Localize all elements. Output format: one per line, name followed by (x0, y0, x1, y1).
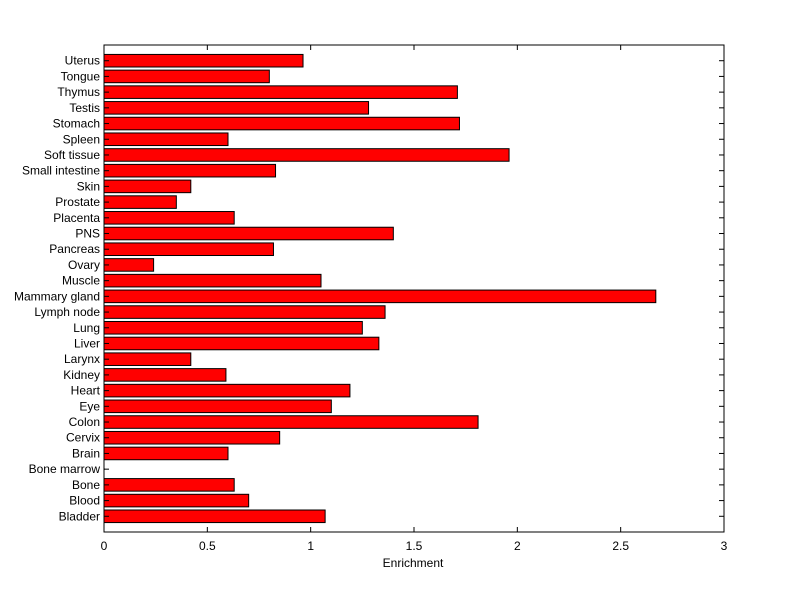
y-tick-label: PNS (75, 227, 100, 241)
bar-bone (103, 478, 235, 492)
y-tick-label: Larynx (64, 352, 100, 366)
bar-spleen (103, 132, 229, 147)
bar-uterus (103, 53, 304, 68)
bar-heart (103, 383, 351, 398)
bar-mammary-gland (103, 289, 657, 304)
bar-brain (103, 446, 229, 461)
bar-lymph-node (103, 305, 386, 319)
bar-eye (103, 399, 332, 414)
y-tick-label: Soft tissue (44, 148, 100, 162)
bar-blood (103, 493, 250, 508)
x-axis-label: Enrichment (383, 556, 444, 570)
y-tick-label: Thymus (57, 85, 100, 99)
y-tick-label: Bone marrow (29, 462, 101, 476)
x-tick-label: 0 (101, 539, 108, 553)
bar-ovary (103, 258, 155, 272)
x-tick-label: 1.5 (406, 539, 423, 553)
y-tick-label: Mammary gland (14, 289, 100, 303)
y-tick-label: Skin (77, 179, 100, 193)
y-tick-label: Bone (72, 478, 100, 492)
y-tick-label: Colon (69, 415, 100, 429)
y-tick-label: Muscle (62, 274, 100, 288)
y-tick-label: Pancreas (49, 242, 100, 256)
y-tick-label: Bladder (59, 509, 100, 523)
bar-pancreas (103, 242, 274, 257)
y-tick-label: Liver (74, 336, 100, 350)
x-tick-label: 3 (721, 539, 728, 553)
bar-cervix (103, 430, 281, 445)
bar-larynx (103, 352, 192, 366)
y-tick-label: Testis (69, 101, 100, 115)
bar-skin (103, 179, 192, 194)
x-tick-label: 2 (514, 539, 521, 553)
y-tick-label: Lung (73, 321, 100, 335)
bar-kidney (103, 368, 227, 382)
bar-tongue (103, 69, 270, 84)
bar-placenta (103, 211, 235, 225)
y-tick-label: Prostate (55, 195, 100, 209)
x-tick-label: 0.5 (199, 539, 216, 553)
y-tick-label: Eye (79, 399, 100, 413)
bar-colon (103, 415, 479, 429)
bar-small-intestine (103, 163, 277, 178)
bar-thymus (103, 85, 458, 99)
bar-lung (103, 320, 363, 335)
y-tick-label: Blood (69, 494, 100, 508)
x-tick-label: 1 (307, 539, 314, 553)
y-tick-label: Spleen (63, 132, 100, 146)
y-tick-label: Brain (72, 446, 100, 460)
y-tick-label: Heart (71, 384, 101, 398)
bar-liver (103, 336, 380, 351)
y-tick-label: Ovary (68, 258, 100, 272)
y-tick-label: Uterus (65, 54, 100, 68)
bar-testis (103, 101, 370, 115)
y-tick-label: Tongue (61, 69, 101, 83)
bar-pns (103, 226, 394, 241)
bar-stomach (103, 116, 460, 131)
y-tick-label: Placenta (53, 211, 100, 225)
bar-soft-tissue (103, 148, 510, 162)
bar-muscle (103, 273, 322, 288)
bar-prostate (103, 195, 177, 209)
y-tick-label: Stomach (53, 117, 100, 131)
y-tick-label: Lymph node (34, 305, 100, 319)
y-tick-label: Kidney (63, 368, 100, 382)
bar-bladder (103, 509, 326, 524)
x-tick-label: 2.5 (612, 539, 629, 553)
y-tick-label: Cervix (66, 431, 100, 445)
y-tick-label: Small intestine (22, 164, 100, 178)
